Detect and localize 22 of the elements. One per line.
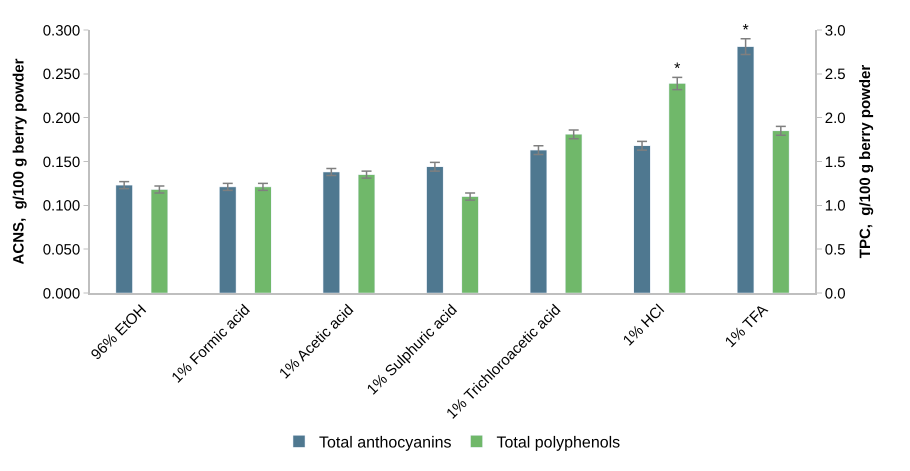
y2-tick-label: 0.0 [824,285,846,302]
y-tick-label: 0.150 [42,154,80,171]
y-tick-label: 0.200 [42,110,80,127]
data-label: * [674,60,680,78]
y2-tick-label: 1.5 [824,154,846,171]
y2-tick-label: 1.0 [824,198,846,215]
data-label: * [742,22,749,39]
legend-label: Total anthocyanins [319,434,452,452]
y2-tick-label: 0.5 [824,241,846,258]
y-tick-label: 0.050 [42,241,80,258]
y-axis-title: ACNS, g/100 g berry powder [10,58,28,264]
y-tick-label: 0.250 [42,66,80,84]
y2-tick-label: 2.0 [824,110,846,127]
legend-label: Total polyphenols [496,434,620,452]
x-tick-label: 1% TFA [722,301,772,351]
x-tick-label: 1% HCl [620,301,668,350]
y-tick-label: 0.000 [42,285,80,302]
y-tick-label: 0.300 [42,22,80,40]
y2-tick-label: 3.0 [824,22,846,40]
y2-axis-title: TPC, g/100 g berry powder [857,64,874,258]
y-tick-label: 0.100 [42,198,80,215]
y2-tick-label: 2.5 [824,66,846,84]
